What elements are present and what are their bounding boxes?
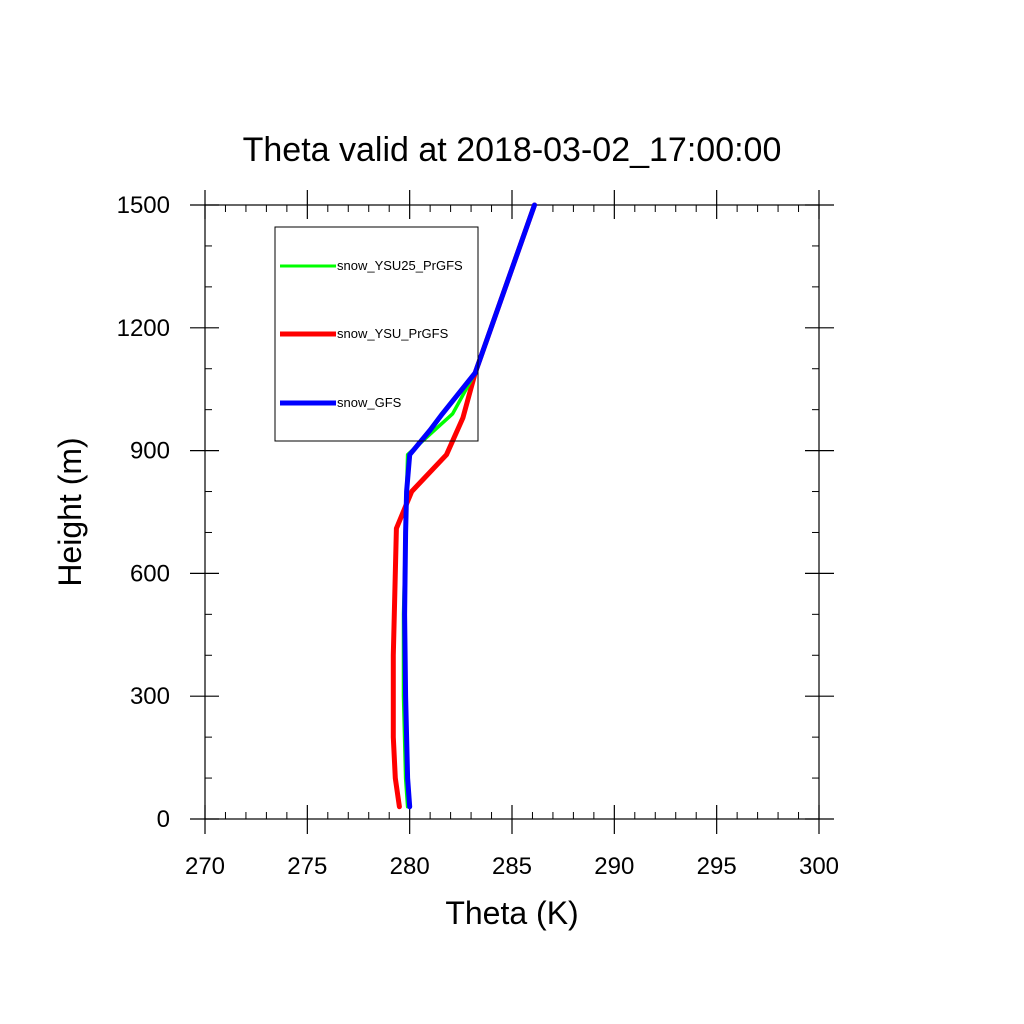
- x-tick-label: 280: [390, 853, 430, 880]
- legend-label-snow-ysu-prgfs: snow_YSU_PrGFS: [337, 326, 449, 341]
- x-axis-ticks: 270 275 280 285 290 295 300: [185, 190, 839, 880]
- x-tick-label: 300: [799, 853, 839, 880]
- series-line-snow-ysu25-prgfs: [401, 203, 537, 809]
- y-axis-label: Height (m): [52, 437, 88, 586]
- plot-area: [204, 204, 820, 820]
- legend: snow_YSU25_PrGFS snow_YSU_PrGFS snow_GFS: [274, 226, 479, 442]
- legend-box: [274, 226, 479, 442]
- x-tick-label: 270: [185, 853, 225, 880]
- y-tick-label: 300: [130, 683, 170, 710]
- y-tick-label: 0: [157, 806, 170, 833]
- x-axis-label: Theta (K): [445, 895, 578, 931]
- x-tick-label: 285: [492, 853, 532, 880]
- series-line-snow-ysu-prgfs: [390, 202, 537, 810]
- y-axis-ticks: 0 300 600 900 1200 1500: [117, 192, 834, 833]
- series-line-snow-gfs: [402, 202, 537, 810]
- minor-ticks: [205, 205, 819, 819]
- y-tick-label: 600: [130, 560, 170, 587]
- legend-label-snow-ysu25-prgfs: snow_YSU25_PrGFS: [337, 258, 463, 273]
- plot-frame: [204, 204, 820, 820]
- y-tick-label: 1200: [117, 315, 170, 342]
- y-tick-label: 900: [130, 438, 170, 465]
- legend-label-snow-gfs: snow_GFS: [337, 395, 402, 410]
- data-series: [390, 202, 537, 810]
- chart-title: Theta valid at 2018-03-02_17:00:00: [243, 131, 782, 169]
- x-tick-label: 295: [697, 853, 737, 880]
- x-tick-label: 275: [287, 853, 327, 880]
- x-tick-label: 290: [594, 853, 634, 880]
- y-tick-label: 1500: [117, 192, 170, 219]
